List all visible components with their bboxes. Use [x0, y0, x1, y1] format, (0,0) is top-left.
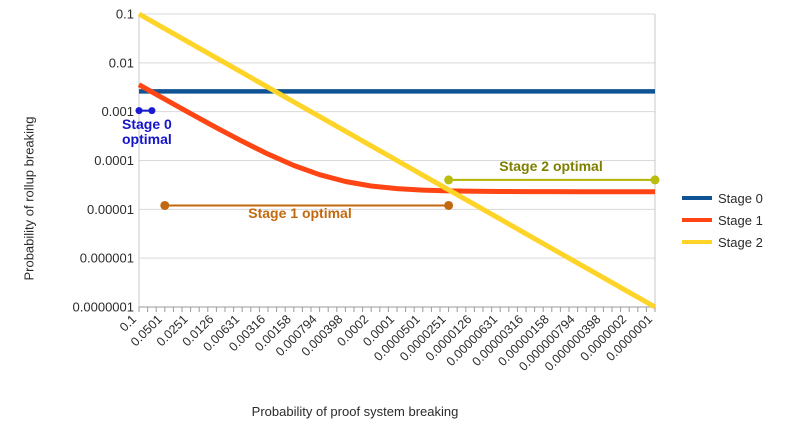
stage-2-optimal-label: Stage 2 optimal	[499, 158, 603, 174]
y-tick-label: 0.0000001	[73, 300, 134, 315]
y-axis-title: Probability of rollup breaking	[21, 116, 37, 281]
legend-item-stage-0: Stage 0	[682, 187, 763, 209]
stage-0-optimal-label: Stage 0 optimal	[122, 116, 172, 147]
legend-label: Stage 1	[718, 212, 763, 228]
stage-2-optimal-start-dot	[444, 175, 454, 185]
stage-0-optimal-start-dot	[135, 107, 143, 115]
stage-1-optimal-end-dot	[444, 200, 454, 210]
y-tick-label: 0.01	[109, 55, 134, 70]
y-tick-label: 0.1	[116, 7, 134, 22]
x-axis-title: Probability of proof system breaking	[251, 404, 459, 419]
y-tick-label: 0.000001	[80, 251, 134, 266]
stage-1-line-swatch	[682, 218, 712, 222]
y-tick-label: 0.0001	[94, 153, 134, 168]
legend-label: Stage 0	[718, 190, 763, 206]
legend-label: Stage 2	[718, 234, 763, 250]
stage-2-line-swatch	[682, 240, 712, 244]
stage-0-line-swatch	[682, 196, 712, 200]
legend-item-stage-2: Stage 2	[682, 231, 763, 253]
stage-1-optimal-label: Stage 1 optimal	[248, 205, 352, 221]
stage-1-optimal-start-dot	[160, 200, 170, 210]
stage-0-optimal-end-dot	[148, 107, 156, 115]
legend-item-stage-1: Stage 1	[682, 209, 763, 231]
series-line-stage-1	[137, 82, 655, 195]
series-line-stage-2	[137, 11, 657, 310]
stage-2-optimal-end-dot	[650, 175, 660, 185]
legend: Stage 0 Stage 1 Stage 2	[682, 187, 763, 253]
y-tick-label: 0.00001	[87, 202, 134, 217]
y-tick-label: 0.001	[101, 104, 134, 119]
